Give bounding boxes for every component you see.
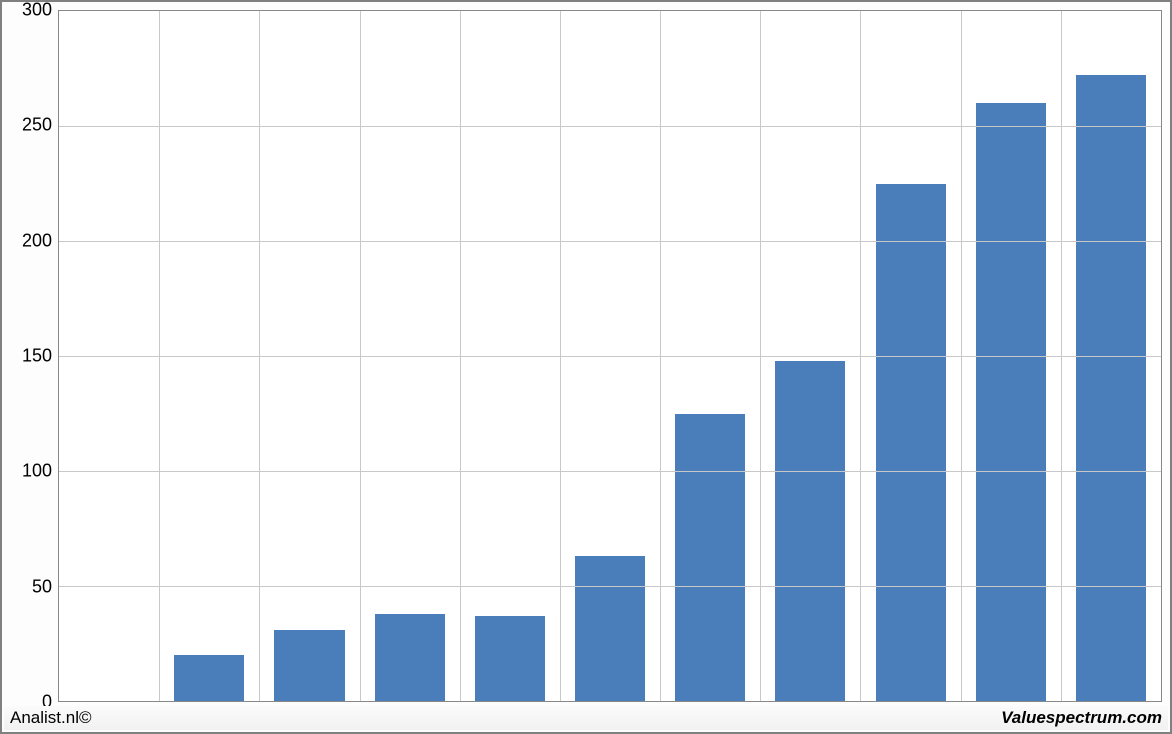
y-axis: 050100150200250300: [10, 10, 58, 702]
y-tick-label: 300: [22, 0, 52, 21]
bar: [475, 616, 545, 701]
plot-area: [58, 10, 1162, 702]
y-tick-label: 200: [22, 230, 52, 251]
grid-line-v: [259, 11, 260, 701]
grid-line-v: [1061, 11, 1062, 701]
grid-line-v: [961, 11, 962, 701]
grid-line-h: [59, 471, 1161, 472]
grid-line-v: [159, 11, 160, 701]
bar: [274, 630, 344, 701]
y-tick-label: 50: [32, 576, 52, 597]
bar: [976, 103, 1046, 701]
grid-line-v: [760, 11, 761, 701]
y-tick-label: 100: [22, 461, 52, 482]
bar: [375, 614, 445, 701]
grid-line-v: [660, 11, 661, 701]
footer-left-label: Analist.nl©: [10, 708, 92, 728]
bar: [675, 414, 745, 702]
bar: [1076, 75, 1146, 701]
grid-line-v: [560, 11, 561, 701]
grid-line-h: [59, 356, 1161, 357]
y-tick-label: 250: [22, 115, 52, 136]
chart-frame: 050100150200250300 200920102011201220132…: [0, 0, 1172, 734]
grid-line-h: [59, 126, 1161, 127]
bar: [174, 655, 244, 701]
footer-right-label: Valuespectrum.com: [1001, 708, 1162, 728]
bar: [575, 556, 645, 701]
grid-line-h: [59, 586, 1161, 587]
footer-bar: Analist.nl© Valuespectrum.com: [4, 706, 1168, 730]
plot-wrap: 050100150200250300: [10, 10, 1162, 702]
grid-line-v: [360, 11, 361, 701]
grid-line-v: [460, 11, 461, 701]
bar: [876, 184, 946, 702]
bar: [775, 361, 845, 701]
grid-line-h: [59, 241, 1161, 242]
y-tick-label: 150: [22, 346, 52, 367]
grid-line-v: [860, 11, 861, 701]
